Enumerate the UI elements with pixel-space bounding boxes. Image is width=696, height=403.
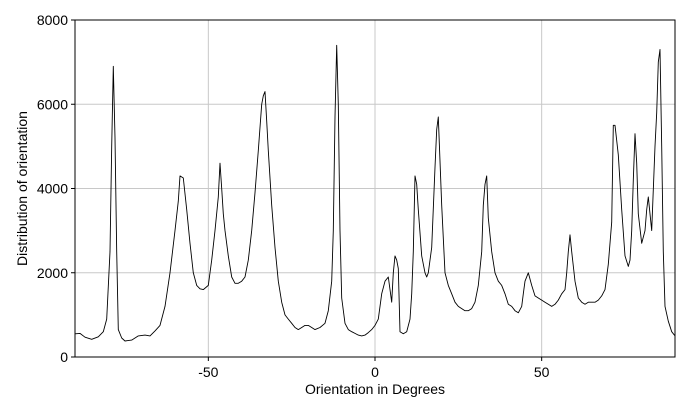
y-tick-label: 4000 <box>37 181 68 197</box>
x-tick-label: 50 <box>534 364 550 380</box>
y-tick-label: 8000 <box>37 12 68 28</box>
y-tick-label: 6000 <box>37 96 68 112</box>
grid-lines <box>75 20 675 357</box>
y-tick-label: 0 <box>60 349 68 365</box>
x-axis-title: Orientation in Degrees <box>305 381 445 397</box>
x-tick-label: -50 <box>198 364 218 380</box>
y-axis-title: Distribution of orientation <box>14 111 30 266</box>
y-tick-label: 2000 <box>37 265 68 281</box>
tick-labels: -50 0 50 0 2000 4000 6000 8000 <box>37 12 550 380</box>
series-line <box>74 44 676 342</box>
series-layer <box>74 44 676 342</box>
x-tick-label: 0 <box>371 364 379 380</box>
